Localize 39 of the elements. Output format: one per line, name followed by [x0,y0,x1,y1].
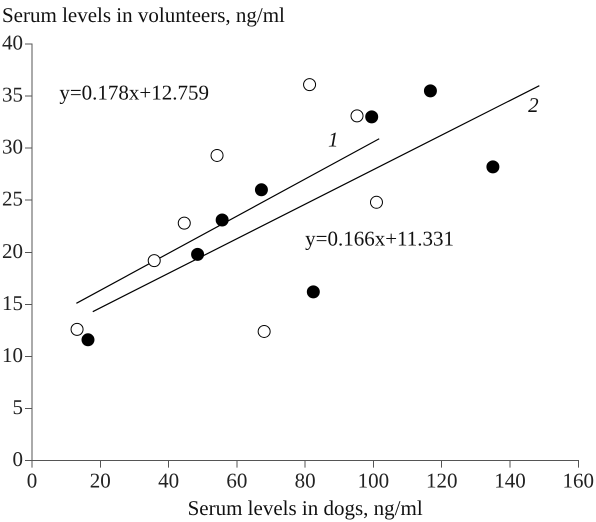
x-tick-label: 140 [494,468,526,493]
y-tick-label: 20 [2,238,23,263]
point [306,285,320,298]
point [148,254,161,268]
point [424,84,437,98]
point [350,109,364,122]
point [216,214,229,227]
y-tick-label: 30 [2,134,23,159]
y-tick-label: 40 [2,30,23,55]
x-tick-label: 40 [158,468,180,493]
point [258,324,271,338]
annotation: y=0.166x+11.331 [305,226,454,250]
point [70,322,84,336]
point [303,78,316,92]
x-tick-label: 80 [294,468,316,493]
point [210,148,224,162]
series-label: 1 [328,127,338,152]
annotation: y=0.178x+12.759 [59,80,209,105]
point [178,216,191,230]
y-tick-label: 10 [2,342,23,367]
point [254,183,268,196]
y-tick-label: 25 [2,186,23,211]
x-tick-label: 60 [226,468,248,493]
x-tick-label: 160 [562,468,594,493]
series-label: 2 [528,93,540,118]
x-tick-label: 120 [426,468,458,493]
point [81,333,94,346]
y-tick-label: 15 [2,290,23,315]
y-axis-title: Serum levels in volunteers, ng/ml [2,3,286,28]
x-tick-label: 20 [90,468,111,493]
point [486,160,500,174]
point [370,196,383,209]
y-tick-label: 0 [12,447,23,472]
y-tick-label: 5 [12,395,23,420]
point [191,248,204,261]
y-tick-label: 35 [2,82,23,107]
x-tick-label: 100 [358,468,390,493]
x-axis-title: Serum levels in dogs, ng/ml [188,496,423,520]
point [365,110,378,124]
